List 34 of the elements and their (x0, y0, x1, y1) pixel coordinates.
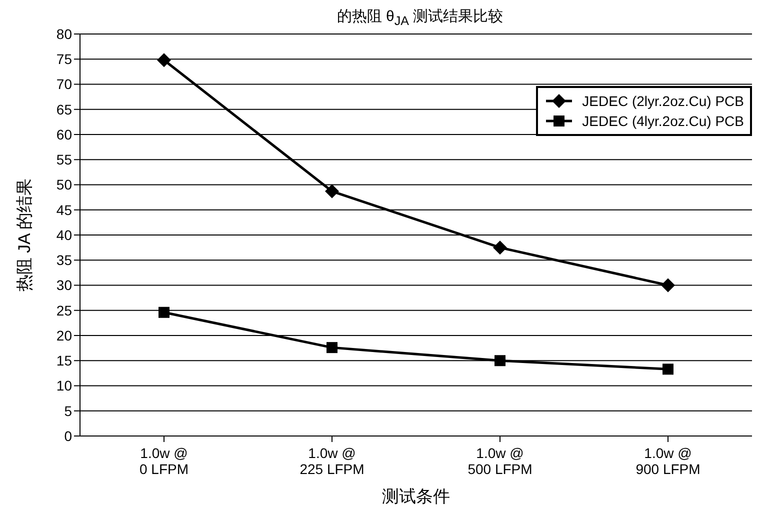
y-tick-label: 55 (56, 152, 72, 168)
y-tick-label: 15 (56, 352, 72, 369)
y-tick-label: 80 (56, 26, 72, 42)
y-tick-label: 10 (56, 378, 72, 394)
y-tick-label: 65 (56, 101, 72, 118)
y-tick-label: 75 (56, 51, 72, 68)
y-tick-label: 50 (56, 176, 72, 193)
chart-title: 的热阻 θ$_{JA}$ 测试结果比较 (336, 8, 504, 28)
point (494, 355, 506, 366)
x-axis-title: 测试条件 (382, 487, 450, 506)
x-tick-label: 1.0w @ 225 LFPM (300, 445, 364, 477)
point (325, 184, 339, 198)
x-tick-label: 1.0w @ 500 LFPM (468, 445, 532, 477)
point (158, 306, 170, 318)
y-tick-label: 20 (56, 327, 72, 344)
y-tick-label: 0 (64, 428, 72, 444)
y-tick-label: 60 (56, 126, 72, 142)
legend-label: JEDEC (4lyr.2oz.Cu) PCB (582, 112, 744, 131)
y-tick-label: 25 (56, 302, 72, 318)
point (493, 240, 507, 255)
y-tick-label: 70 (56, 76, 72, 92)
y-tick-label: 35 (56, 252, 72, 268)
point (662, 364, 674, 375)
point (661, 278, 675, 292)
y-tick-label: 40 (56, 226, 72, 243)
x-tick-label: 1.0w @ 900 LFPM (636, 445, 700, 477)
x-tick-label: 1.0w @ 0 LFPM (139, 445, 189, 477)
point (157, 53, 171, 68)
y-tick-label: 30 (56, 277, 72, 294)
y-tick-label: 5 (64, 402, 72, 419)
legend-label: JEDEC (2lyr.2oz.Cu) PCB (582, 92, 744, 111)
point (326, 342, 338, 354)
y-axis-title: 热阻 JA 的结果 (15, 178, 34, 292)
y-tick-label: 45 (56, 202, 72, 218)
